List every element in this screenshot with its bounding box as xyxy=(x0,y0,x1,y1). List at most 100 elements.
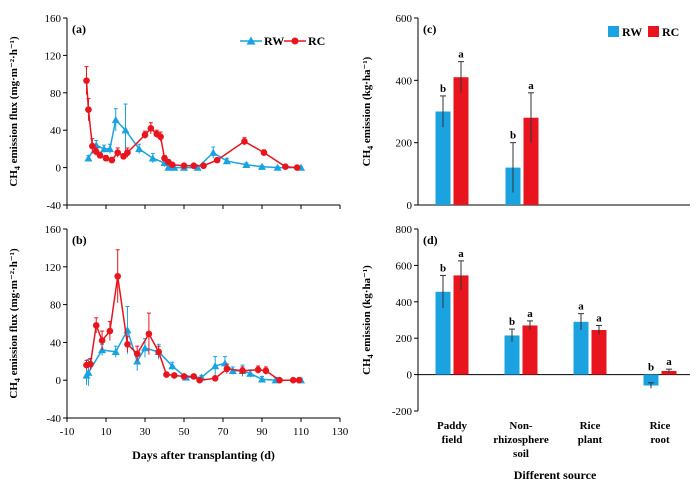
rc-point xyxy=(180,373,188,380)
rw-point xyxy=(121,126,130,134)
rc-bar xyxy=(523,117,539,205)
y-tick-label: 200 xyxy=(396,333,413,345)
legend-rc-label: RC xyxy=(308,34,325,48)
legend-rc-swatch xyxy=(648,26,659,37)
rc-point xyxy=(133,350,141,358)
x-tick-label: 130 xyxy=(332,426,349,438)
rc-point xyxy=(223,365,231,373)
rw-bar xyxy=(504,335,520,375)
legend-rc-marker xyxy=(291,37,299,45)
rw-point xyxy=(164,163,173,171)
rc-point xyxy=(106,327,114,335)
y-tick-label: -200 xyxy=(392,406,413,418)
rw-point xyxy=(111,115,120,124)
category-label: rhizosphere xyxy=(493,434,549,446)
x-tick-label: -10 xyxy=(60,426,75,438)
rc-bar xyxy=(591,330,607,375)
rc-point xyxy=(180,162,188,170)
rw-significance-letter: b xyxy=(440,83,446,95)
y-tick-label: 0 xyxy=(407,370,413,382)
y-axis-label: CH4 emission (kg·ha⁻¹) xyxy=(361,265,375,375)
category-label: soil xyxy=(513,448,529,460)
rc-bar xyxy=(453,275,469,375)
category-label: field xyxy=(442,434,463,446)
rc-point xyxy=(289,376,297,384)
rc-point xyxy=(190,162,198,170)
y-tick-label: 120 xyxy=(45,50,62,62)
rc-significance-letter: a xyxy=(527,308,533,320)
rw-significance-letter: b xyxy=(510,130,516,142)
rc-point xyxy=(157,133,164,141)
rw-point xyxy=(222,157,231,165)
rc-bar xyxy=(453,77,469,205)
panel-c: 0 200 400 600 (c) CH4 emission (kg·ha⁻¹) b b a a R… xyxy=(361,13,690,212)
y-tick-label: 160 xyxy=(45,13,62,25)
y-axis-label: CH4 emission flux (mg·m⁻²·h⁻¹) xyxy=(8,248,22,399)
category-label: Rice xyxy=(580,420,601,432)
rc-point xyxy=(89,142,96,150)
rw-point xyxy=(105,144,114,153)
y-tick-label: 0 xyxy=(56,375,62,387)
category-label: plant xyxy=(578,434,603,446)
rc-point xyxy=(147,125,155,132)
y-tick-label: 600 xyxy=(396,13,413,25)
rw-point xyxy=(135,144,144,153)
y-tick-label: 40 xyxy=(50,337,62,349)
rc-point xyxy=(124,149,131,156)
rc-point xyxy=(98,337,106,344)
y-axis-label: CH4 emission (kg·ha⁻¹) xyxy=(361,56,375,166)
rw-point xyxy=(111,347,120,356)
rc-significance-letter: a xyxy=(458,49,464,61)
rw-point xyxy=(242,160,251,168)
rw-significance-letter: b xyxy=(509,316,515,328)
x-axis-title: Different source xyxy=(514,468,597,482)
panel-label: (c) xyxy=(423,22,436,36)
rc-point xyxy=(276,376,283,384)
rc-point xyxy=(108,156,116,164)
x-tick-label: 10 xyxy=(101,426,113,438)
rw-bar xyxy=(435,291,451,375)
rc-point xyxy=(85,106,92,113)
rw-point xyxy=(84,368,93,376)
rc-point xyxy=(262,367,270,375)
rw-point xyxy=(168,362,177,370)
rw-significance-letter: a xyxy=(578,301,584,313)
rc-point xyxy=(163,371,170,378)
rc-point xyxy=(114,272,121,280)
category-label: root xyxy=(650,434,670,446)
rc-point xyxy=(260,149,268,156)
rc-point xyxy=(170,372,178,379)
rc-point xyxy=(200,162,207,170)
category-label: Paddy xyxy=(437,420,467,432)
y-tick-label: 120 xyxy=(45,262,62,274)
rw-point xyxy=(211,362,220,370)
y-tick-label: 800 xyxy=(396,224,413,236)
rw-point xyxy=(273,163,282,171)
legend-rc-label: RC xyxy=(662,25,679,39)
y-tick-label: 80 xyxy=(50,88,62,100)
panel-a: -40 0 40 80 120 160 (a) CH4 emission flux (mg·m… xyxy=(8,13,341,212)
legend-rw-swatch xyxy=(608,26,619,37)
y-tick-label: 40 xyxy=(50,125,62,137)
rc-point xyxy=(293,164,301,171)
rc-point xyxy=(295,376,303,384)
rc-point xyxy=(87,360,94,368)
legend-rw-marker xyxy=(246,36,256,45)
rw-bar xyxy=(573,321,589,375)
rc-point xyxy=(92,322,100,329)
rc-point xyxy=(96,152,104,159)
rw-point xyxy=(84,154,93,162)
y-tick-label: -40 xyxy=(46,413,61,425)
y-tick-label: 200 xyxy=(396,138,413,150)
rw-point xyxy=(100,144,109,153)
y-tick-label: 80 xyxy=(50,300,62,312)
rw-point xyxy=(258,162,266,170)
rc-point xyxy=(190,373,198,380)
y-tick-label: 400 xyxy=(396,297,413,309)
rc-significance-letter: a xyxy=(458,248,464,260)
rc-point xyxy=(196,376,203,384)
rc-point xyxy=(213,156,221,164)
rc-significance-letter: a xyxy=(666,356,672,368)
rw-point xyxy=(193,163,202,171)
panel-label: (b) xyxy=(72,233,87,247)
